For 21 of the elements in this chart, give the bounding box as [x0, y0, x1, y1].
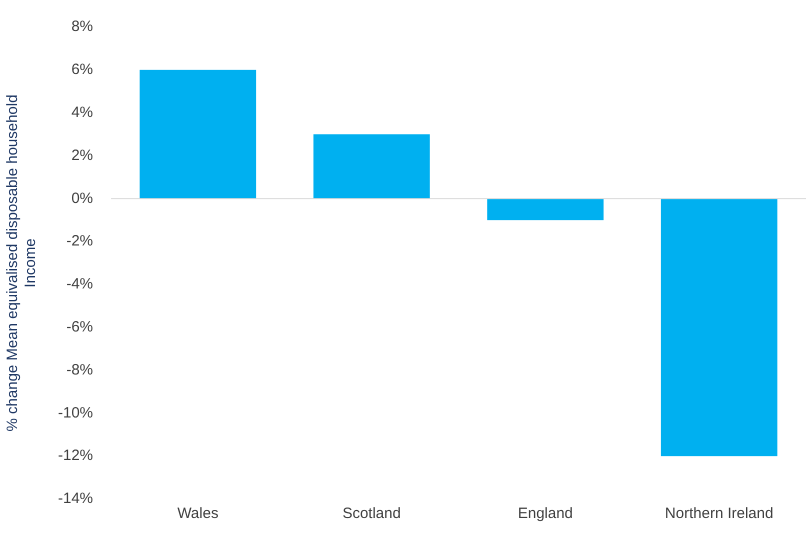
x-tick-label: England [518, 505, 573, 522]
y-tick-label: -10% [58, 404, 94, 422]
y-axis-title: % change Mean equivalised disposable household Income [4, 94, 40, 432]
y-tick-label: 0% [71, 190, 94, 207]
y-tick-label: -14% [58, 490, 94, 508]
x-tick-label: Scotland [342, 505, 401, 522]
y-tick-label: -2% [66, 232, 94, 250]
bar [313, 134, 430, 199]
bar [487, 198, 604, 220]
x-tick-label: Northern Ireland [664, 505, 774, 522]
y-tick-label: 2% [71, 146, 94, 164]
y-tick-label: -6% [66, 318, 94, 336]
y-tick-label: -8% [66, 361, 94, 378]
bar [140, 70, 256, 199]
x-tick-label: Wales [177, 505, 218, 522]
y-tick-label: 4% [71, 104, 94, 121]
bar [660, 198, 778, 456]
y-tick-label: 6% [71, 61, 94, 78]
y-tick-label: -4% [66, 276, 94, 293]
y-tick-label: -12% [58, 447, 94, 464]
y-tick-label: 8% [71, 18, 94, 36]
